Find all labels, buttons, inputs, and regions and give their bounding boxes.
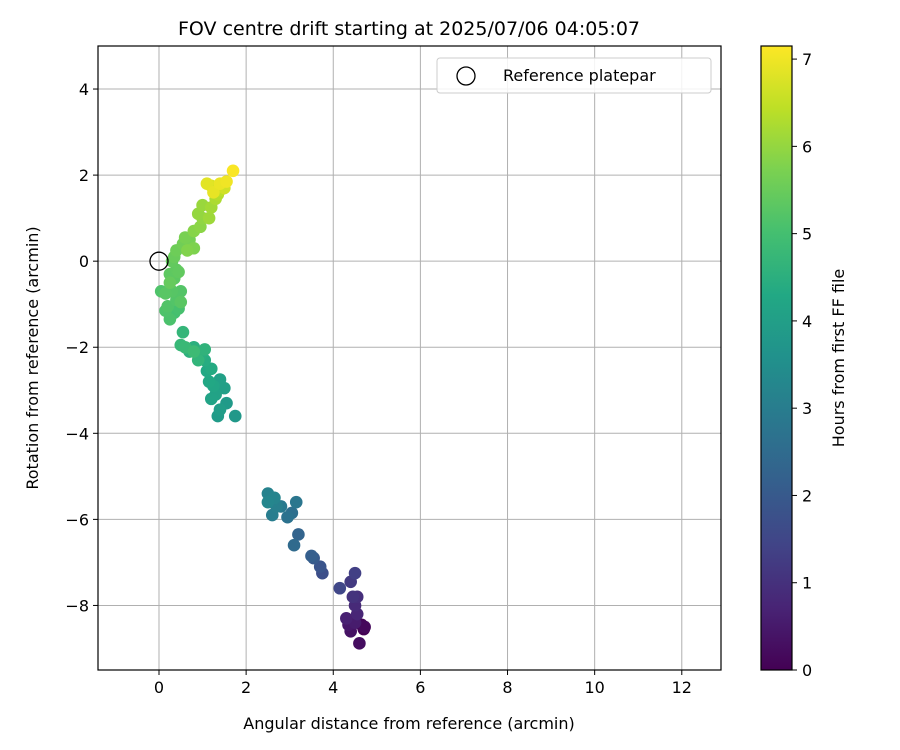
data-point — [159, 287, 172, 300]
colorbar-ticks: 0 1 2 3 4 5 6 7 — [792, 50, 812, 680]
y-tick-label: 0 — [79, 252, 89, 271]
x-axis-label: Angular distance from reference (arcmin) — [243, 714, 574, 733]
data-point — [220, 175, 233, 188]
colorbar-label: Hours from first FF file — [829, 269, 848, 448]
data-point — [174, 295, 188, 309]
colorbar-tick-label: 5 — [802, 225, 812, 244]
legend-marker — [456, 66, 476, 86]
data-point — [340, 612, 353, 625]
data-point — [187, 345, 201, 358]
data-point — [346, 590, 360, 604]
legend-label: Reference platepar — [503, 66, 656, 85]
colorbar-tick-label: 7 — [802, 50, 812, 69]
data-point — [200, 177, 214, 191]
data-point — [202, 375, 216, 388]
plot-frame — [97, 45, 722, 671]
data-point — [161, 300, 175, 313]
grid-lines — [98, 46, 721, 670]
colorbar-tick-label: 3 — [802, 399, 812, 418]
data-point — [313, 560, 327, 574]
chart-title: FOV centre drift starting at 2025/07/06 … — [178, 18, 640, 40]
data-point — [204, 392, 218, 406]
data-point — [228, 409, 242, 423]
data-point — [305, 549, 318, 563]
data-point — [176, 325, 190, 339]
x-tick-label: 0 — [154, 678, 164, 697]
y-tick-label: −6 — [65, 510, 89, 529]
colorbar-tick-label: 1 — [802, 574, 812, 593]
y-tick-label: 2 — [79, 166, 89, 185]
x-tick-label: 4 — [328, 678, 338, 697]
colorbar-gradient — [760, 45, 793, 671]
x-tick-label: 12 — [672, 678, 692, 697]
y-tick-label: 4 — [79, 80, 89, 99]
data-point — [181, 244, 194, 257]
reference-platepar-point — [149, 251, 169, 271]
data-point — [163, 276, 177, 289]
data-point — [202, 211, 216, 225]
data-point — [198, 343, 212, 356]
data-point — [226, 164, 240, 178]
data-points — [154, 164, 371, 650]
colorbar-tick-label: 6 — [802, 137, 812, 156]
x-tick-label: 10 — [584, 678, 604, 697]
data-point — [358, 620, 371, 634]
y-axis-ticks: −8 −6 −4 −2 0 2 4 — [65, 80, 98, 615]
y-tick-label: −4 — [65, 424, 89, 443]
x-tick-label: 2 — [241, 678, 251, 697]
data-point — [287, 538, 301, 552]
data-point — [353, 637, 366, 650]
colorbar-tick-label: 2 — [802, 486, 812, 505]
colorbar-tick-label: 0 — [802, 661, 812, 680]
x-tick-label: 8 — [502, 678, 512, 697]
colorbar-tick-label: 4 — [802, 312, 812, 331]
reference-marker — [149, 251, 169, 271]
legend-box — [436, 57, 712, 94]
data-point — [213, 403, 227, 416]
data-point — [333, 581, 347, 595]
data-point — [281, 510, 294, 524]
y-tick-label: −2 — [65, 338, 89, 357]
x-tick-label: 6 — [415, 678, 425, 697]
data-point — [172, 265, 185, 279]
x-axis-ticks: 0 2 4 6 8 10 12 — [154, 670, 692, 697]
data-point — [178, 231, 192, 244]
data-point — [204, 362, 218, 376]
data-point — [289, 495, 303, 509]
data-point — [348, 566, 362, 580]
data-point — [207, 186, 220, 199]
colorbar: 0 1 2 3 4 5 6 7 Hours from first FF file — [760, 45, 848, 680]
y-tick-label: −8 — [65, 596, 89, 615]
data-point — [292, 528, 305, 541]
data-point — [174, 284, 188, 298]
y-axis-label: Rotation from reference (arcmin) — [23, 226, 42, 489]
legend: Reference platepar — [436, 57, 712, 94]
data-point — [261, 495, 275, 509]
